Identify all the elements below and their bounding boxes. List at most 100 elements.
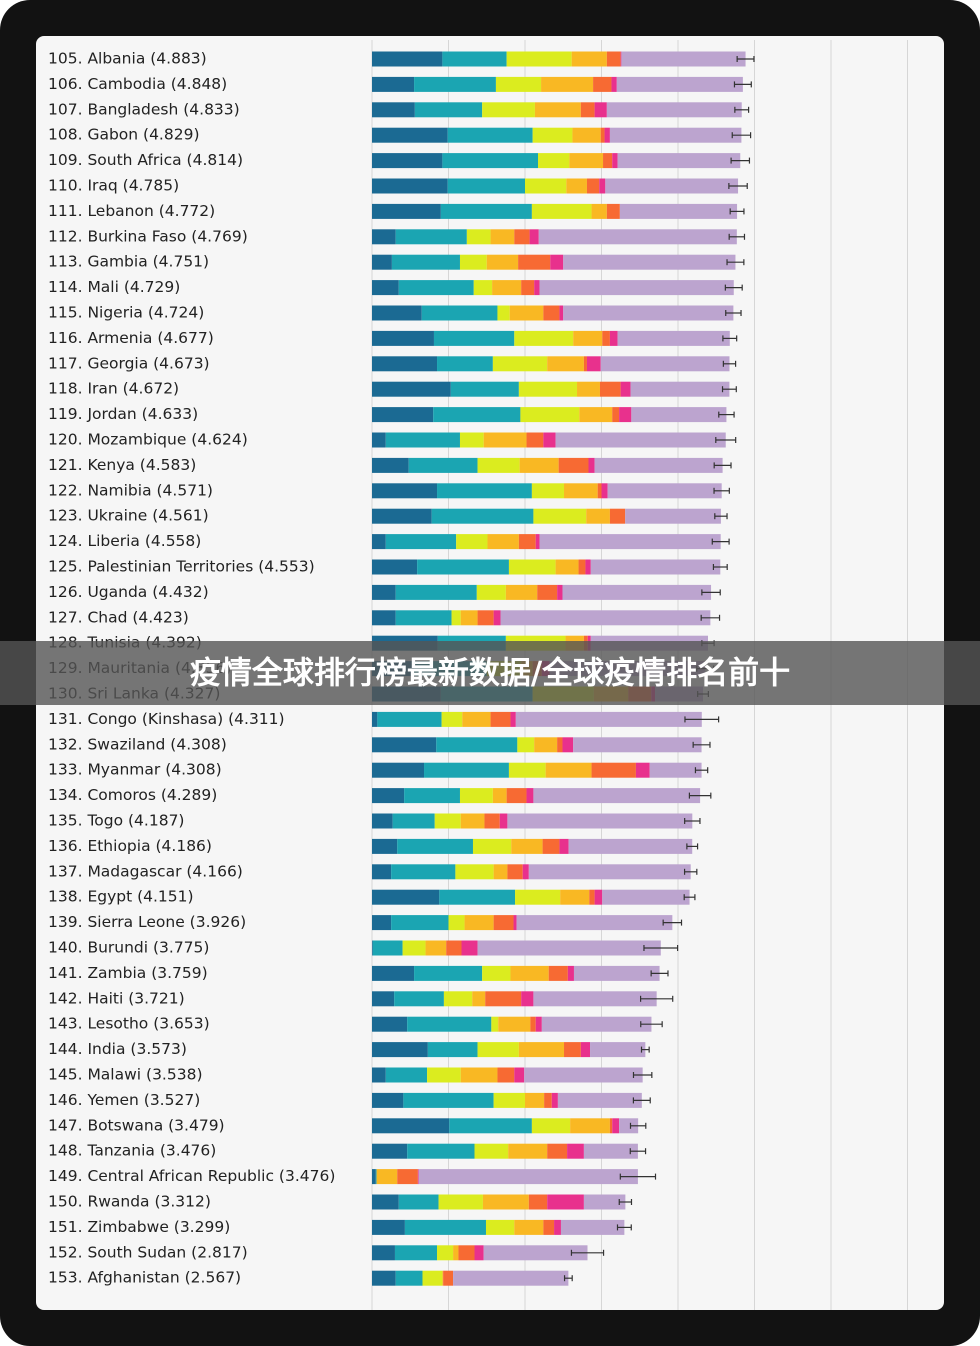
bar-segment (518, 381, 578, 397)
row-label: 131. Congo (Kinshasa) (4.311) (48, 710, 285, 728)
row-label: 132. Swaziland (4.308) (48, 735, 227, 753)
bar-segment (554, 1219, 561, 1235)
bar-segment (437, 483, 532, 499)
bar-segment (533, 991, 657, 1007)
row-label: 121. Kenya (4.583) (48, 456, 196, 474)
bar-segment (510, 965, 549, 981)
bar-segment (564, 483, 598, 499)
row-label: 133. Myanmar (4.308) (48, 761, 222, 779)
bar-segment (459, 788, 493, 804)
banner (0, 641, 980, 705)
bar-segment (446, 940, 462, 956)
bar-segment (517, 737, 535, 753)
plot: 105. Albania (4.883) 106. Cambodia (4.848… (48, 40, 908, 1310)
bar-segment (439, 889, 516, 905)
error-bar (701, 589, 721, 596)
bar-segment (601, 483, 608, 499)
error-bar (686, 843, 699, 850)
bar-segment (474, 1143, 509, 1159)
bar-segment (473, 280, 493, 296)
row-label: 135. Togo (4.187) (48, 812, 184, 830)
bar-segment (562, 584, 712, 600)
bar-segment (442, 1270, 444, 1286)
bar-segment (372, 838, 398, 854)
bar-segment (542, 838, 560, 854)
bar-segment (395, 1270, 423, 1286)
error-bar (721, 386, 737, 393)
bar-segment (455, 864, 494, 880)
error-bar (694, 767, 709, 774)
bar-segment (414, 965, 483, 981)
bar-segment (372, 356, 438, 372)
bar-segment (397, 1169, 418, 1185)
bar-segment (602, 889, 690, 905)
bar-segment (534, 737, 558, 753)
bar-segment (459, 254, 487, 270)
bar-segment (533, 508, 587, 524)
bar-segment (514, 1067, 525, 1083)
bar-segment (418, 1169, 638, 1185)
bar-segment (567, 1143, 584, 1159)
bar-segment (417, 559, 509, 575)
bar-segment (372, 991, 395, 1007)
row-label: 116. Armenia (4.677) (48, 329, 214, 347)
bar-segment (573, 737, 702, 753)
bar-segment (578, 559, 586, 575)
bar-segment (525, 178, 567, 194)
error-bar (629, 1122, 647, 1129)
bar-segment (514, 229, 530, 245)
bar-segment (437, 1245, 454, 1261)
bar-segment (547, 356, 584, 372)
bar-segment (394, 1245, 438, 1261)
bar-segment (589, 889, 595, 905)
bar-segment (372, 1219, 405, 1235)
bar-segment (421, 305, 498, 321)
bar-segment (519, 457, 559, 473)
bar-segment (606, 51, 621, 67)
bar-segment (492, 280, 522, 296)
bar-segment (425, 940, 447, 956)
bar-segment (372, 102, 415, 118)
error-bar (640, 1021, 663, 1028)
error-bar (632, 1097, 651, 1104)
bar-segment (617, 330, 730, 346)
bar-segment (433, 330, 515, 346)
bar-segment (568, 838, 693, 854)
bar-segment (459, 432, 484, 448)
bar-segment (547, 1194, 584, 1210)
bar-segment (625, 508, 721, 524)
bar-segment (516, 915, 673, 931)
bar-segment (474, 1245, 484, 1261)
bar-segment (490, 711, 511, 727)
bar-segment (534, 280, 540, 296)
bar-segment (585, 559, 591, 575)
bar-segment (398, 1194, 439, 1210)
bar-segment (548, 965, 568, 981)
bar-segment (541, 76, 594, 92)
error-bar (629, 1148, 647, 1155)
bar-segment (440, 203, 532, 219)
bar-segment (605, 178, 739, 194)
bar-segment (414, 102, 483, 118)
bar-segment (403, 1092, 494, 1108)
row-label: 147. Botswana (3.479) (48, 1116, 225, 1134)
bar-segment (631, 407, 727, 423)
bar-segment (414, 76, 496, 92)
bar-segment (472, 838, 512, 854)
bar-segment (518, 534, 536, 550)
bar-segment (564, 1042, 581, 1058)
bar-segment (450, 381, 519, 397)
bar-segment (525, 1092, 545, 1108)
bar-segment (447, 178, 525, 194)
bar-segment (372, 1092, 404, 1108)
bar-segment (385, 1067, 428, 1083)
bar-segment (398, 280, 474, 296)
bar-segment (402, 940, 426, 956)
bar-segment (510, 711, 516, 727)
bar-segment (586, 508, 610, 524)
error-bar (643, 945, 679, 951)
bar-segment (431, 508, 534, 524)
bar-segment (372, 610, 396, 626)
error-bar (563, 1275, 573, 1282)
bar-segment (377, 711, 442, 727)
